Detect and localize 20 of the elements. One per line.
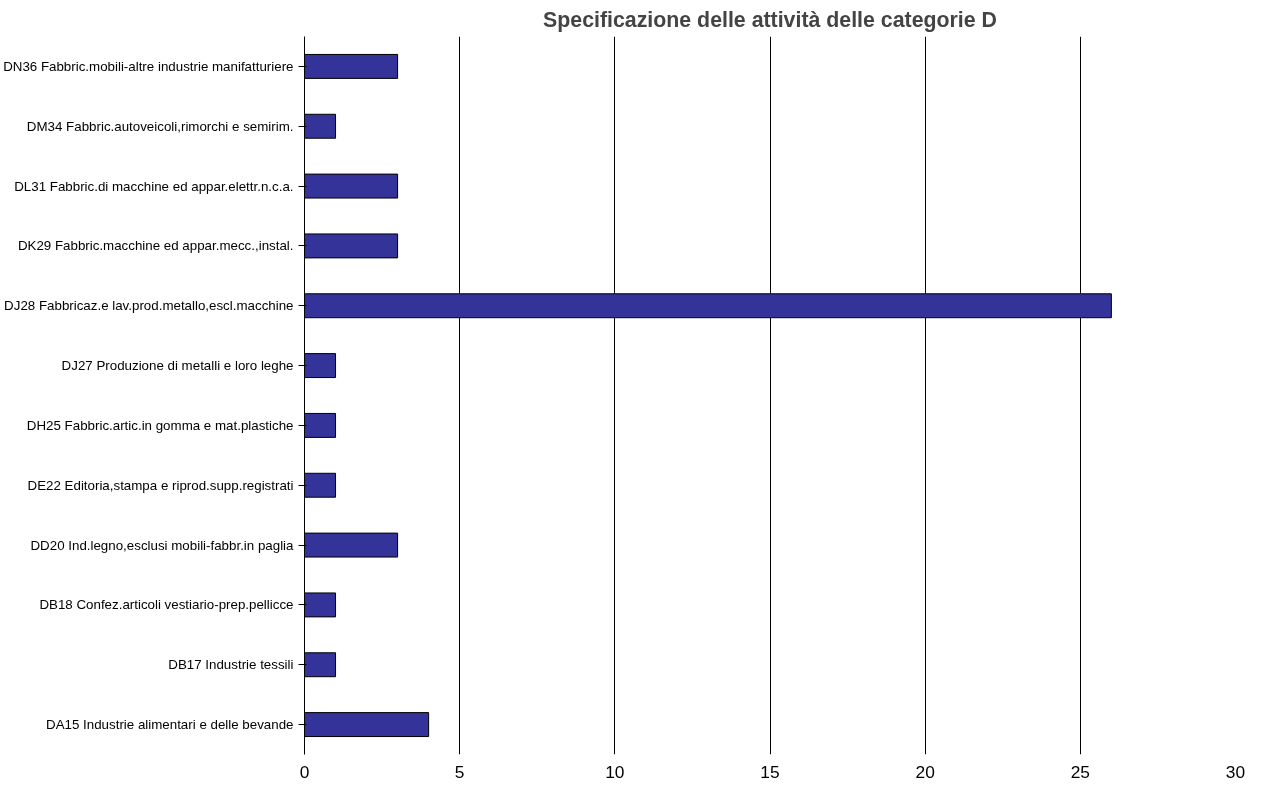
x-tick-label: 20 <box>915 761 935 782</box>
y-tick-label: DM34 Fabbric.autoveicoli,rimorchi e semirim. <box>26 118 294 134</box>
y-tick-label: DK29 Fabbric.macchine ed appar.mecc.,instal. <box>17 238 294 254</box>
y-tick-label: DA15 Industrie alimentari e delle bevande <box>46 717 294 733</box>
x-tick-label: 10 <box>605 761 625 782</box>
y-tick-label: DJ27 Produzione di metalli e loro leghe <box>61 358 294 374</box>
chart-title: Specificazione delle attività delle categorie D <box>543 7 997 32</box>
x-tick-label: 0 <box>299 761 310 782</box>
y-tick-label: DL31 Fabbric.di macchine ed appar.elettr.n.c.a. <box>14 178 294 194</box>
x-tick-label: 25 <box>1070 761 1090 782</box>
y-tick-label: DB18 Confez.articoli vestiario-prep.pellicce <box>39 597 294 613</box>
y-tick-label: DD20 Ind.legno,esclusi mobili-fabbr.in paglia <box>30 537 295 553</box>
y-tick-label: DJ28 Fabbricaz.e lav.prod.metallo,escl.macchine <box>4 298 294 314</box>
x-tick-label: 15 <box>760 761 780 782</box>
y-tick-label: DH25 Fabbric.artic.in gomma e mat.plastiche <box>26 417 294 433</box>
x-tick-label: 30 <box>1225 761 1246 782</box>
y-tick-label: DB17 Industrie tessili <box>168 657 294 673</box>
y-tick-label: DN36 Fabbric.mobili-altre industrie manifatturiere <box>3 58 294 74</box>
x-tick-label: 5 <box>454 761 465 782</box>
y-tick-label: DE22 Editoria,stampa e riprod.supp.registrati <box>27 477 294 493</box>
